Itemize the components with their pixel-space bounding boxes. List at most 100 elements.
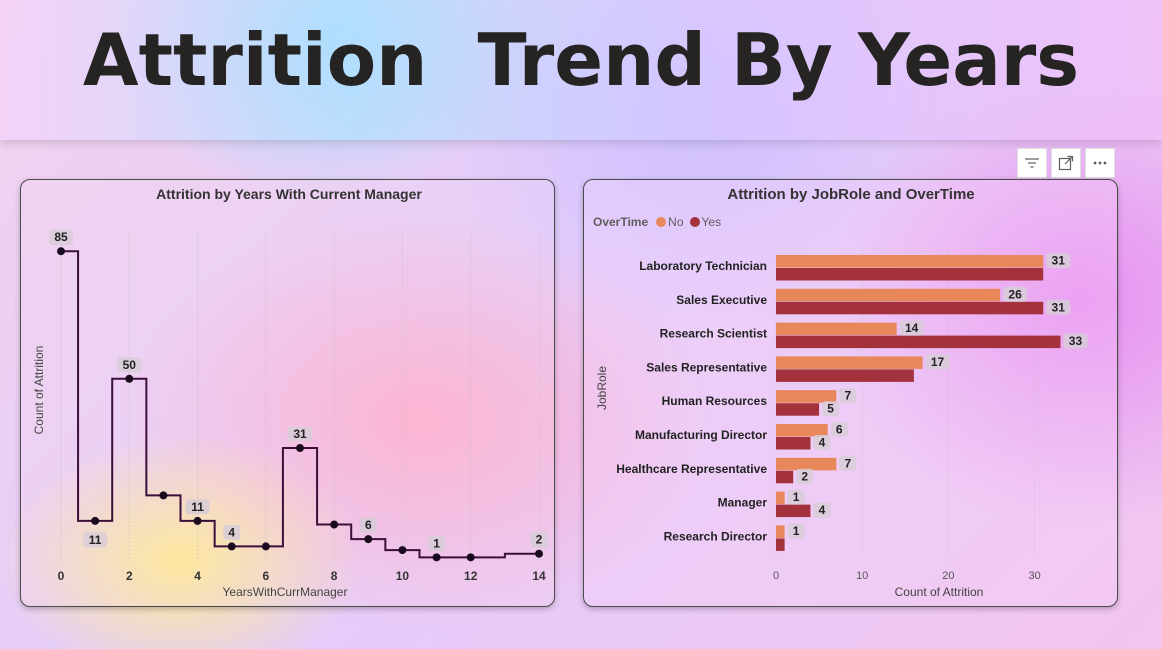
data-label-no-7-text: 1 (793, 490, 800, 504)
y-axis-title: JobRole (595, 366, 609, 410)
filter-button[interactable] (1017, 148, 1047, 178)
chart-title: Attrition by Years With Current Manager (156, 186, 422, 202)
data-label-yes-5-bg (813, 435, 831, 450)
category-label-4: Human Resources (662, 394, 768, 408)
legend: OverTime No Yes (593, 215, 723, 229)
bar-no-5[interactable] (776, 424, 828, 437)
data-label-yes-6-bg (796, 468, 814, 484)
bar-yes-7[interactable] (776, 504, 811, 518)
data-label-yes-1: 31 (1046, 299, 1071, 315)
legend-label-yes: Yes (701, 215, 722, 229)
legend-item-yes[interactable]: Yes (689, 215, 722, 229)
bar-yes-1[interactable] (776, 301, 1044, 315)
data-point-x0[interactable] (57, 247, 65, 256)
data-label-no-8: 1 (787, 523, 805, 539)
data-label-yes-7-bg (813, 502, 831, 518)
data-label-x14: 2 (530, 532, 548, 548)
data-point-x14[interactable] (535, 549, 543, 558)
data-label-x4: 11 (185, 499, 210, 515)
data-label-yes-5-text: 4 (819, 436, 826, 450)
chart-title: Attrition by JobRole and OverTime (727, 186, 974, 203)
bar-yes-6[interactable] (776, 470, 794, 484)
data-label-x9: 6 (359, 517, 377, 533)
more-options-icon (1093, 161, 1107, 165)
data-label-no-4-bg (839, 388, 857, 404)
data-point-x11[interactable] (432, 553, 441, 562)
x-tick-30: 30 (1028, 570, 1040, 582)
data-label-no-3-text: 17 (931, 355, 945, 369)
bar-yes-2[interactable] (776, 335, 1061, 349)
x-axis-title: YearsWithCurrManager (223, 585, 348, 599)
data-point-x12[interactable] (466, 553, 475, 562)
data-point-x7[interactable] (296, 444, 304, 453)
data-label-x5-text: 4 (228, 525, 235, 539)
data-point-x5[interactable] (227, 542, 236, 551)
bar-no-6[interactable] (776, 457, 837, 471)
data-label-no-4: 7 (839, 388, 857, 404)
data-label-yes-2: 33 (1063, 333, 1088, 349)
data-label-yes-7-text: 4 (819, 503, 826, 517)
data-point-x2[interactable] (125, 374, 134, 383)
category-label-6: Healthcare Representative (616, 462, 767, 476)
data-label-x14-bg (530, 532, 548, 548)
data-label-x11: 1 (428, 535, 446, 551)
bar-yes-5[interactable] (776, 437, 811, 450)
focus-mode-button[interactable] (1051, 148, 1081, 178)
data-label-x0-text: 85 (54, 230, 68, 244)
bar-yes-0[interactable] (776, 268, 1044, 281)
data-point-x10[interactable] (398, 546, 407, 555)
x-tick-8: 8 (331, 569, 338, 583)
bar-no-3[interactable] (776, 356, 923, 369)
y-axis-title: Count of Attrition (32, 346, 46, 435)
data-point-x4[interactable] (193, 516, 202, 525)
bar-no-4[interactable] (776, 390, 837, 403)
data-point-x1[interactable] (91, 516, 100, 525)
bar-no-2[interactable] (776, 322, 897, 336)
data-label-yes-2-text: 33 (1069, 334, 1083, 348)
legend-marker-no (656, 217, 667, 227)
header-band (0, 0, 1162, 140)
bar-yes-3[interactable] (776, 369, 914, 382)
data-label-no-8-bg (787, 523, 805, 539)
data-label-no-2-bg (899, 320, 924, 336)
step-line-chart-card[interactable]: Attrition by Years With Current Manager … (20, 179, 555, 607)
data-point-x8[interactable] (330, 520, 339, 529)
step-line-chart: Attrition by Years With Current Manager … (32, 186, 548, 599)
data-point-x9[interactable] (364, 535, 373, 544)
data-label-no-1-bg (1003, 286, 1028, 302)
bar-no-8[interactable] (776, 525, 785, 538)
bar-no-7[interactable] (776, 491, 785, 505)
x-tick-2: 2 (126, 569, 133, 583)
category-label-7: Manager (718, 496, 768, 510)
data-label-yes-7: 4 (813, 502, 831, 518)
data-label-no-0-text: 31 (1052, 254, 1066, 268)
category-label-2: Research Scientist (660, 327, 767, 341)
data-label-x2-text: 50 (123, 358, 137, 372)
data-label-yes-4-text: 5 (827, 402, 834, 416)
bar-yes-4[interactable] (776, 403, 820, 416)
x-tick-14: 14 (532, 569, 546, 583)
focus-mode-icon (1058, 155, 1074, 171)
bar-no-0[interactable] (776, 255, 1044, 268)
x-tick-12: 12 (464, 569, 478, 583)
legend-item-no[interactable]: No (656, 215, 684, 229)
category-label-8: Research Director (664, 529, 768, 543)
category-label-0: Laboratory Technician (639, 259, 767, 273)
data-label-no-2: 14 (899, 320, 924, 336)
legend-marker-yes (689, 217, 700, 227)
bar-no-1[interactable] (776, 288, 1001, 302)
data-point-x3[interactable] (159, 491, 168, 500)
bar-chart-card[interactable]: Attrition by JobRole and OverTime Labora… (583, 179, 1118, 607)
data-point-x6[interactable] (261, 542, 270, 551)
data-label-x1: 11 (83, 532, 108, 548)
x-tick-10: 10 (396, 569, 410, 583)
data-label-no-6-bg (839, 455, 857, 471)
data-label-yes-2-bg (1063, 333, 1088, 349)
more-options-button[interactable] (1085, 148, 1115, 178)
legend-title: OverTime (593, 215, 649, 229)
data-label-x7-text: 31 (293, 427, 307, 441)
legend-label-no: No (668, 215, 684, 229)
data-label-no-1-text: 26 (1008, 287, 1022, 301)
bar-yes-8[interactable] (776, 538, 785, 551)
data-label-no-8-text: 1 (793, 524, 800, 538)
